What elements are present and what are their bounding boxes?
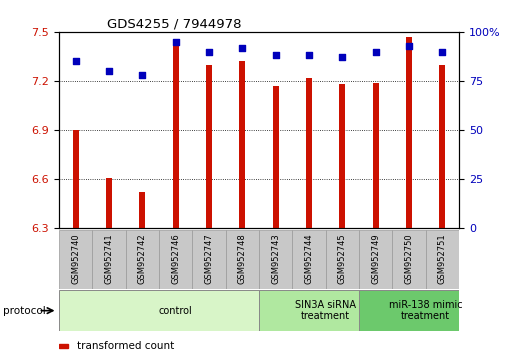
Point xyxy=(105,68,113,74)
Point xyxy=(171,39,180,45)
Bar xyxy=(259,230,292,289)
Point xyxy=(371,48,380,54)
Point xyxy=(71,58,80,64)
Point xyxy=(138,72,146,78)
Bar xyxy=(440,64,445,228)
Text: GSM952744: GSM952744 xyxy=(305,233,313,284)
Text: GSM952747: GSM952747 xyxy=(205,233,213,284)
Bar xyxy=(392,230,426,289)
Point xyxy=(238,45,246,50)
Bar xyxy=(192,230,226,289)
Text: GSM952750: GSM952750 xyxy=(405,233,413,284)
Bar xyxy=(326,230,359,289)
Bar xyxy=(373,82,379,228)
Bar xyxy=(106,178,112,228)
Text: miR-138 mimic
treatment: miR-138 mimic treatment xyxy=(389,300,463,321)
Bar xyxy=(292,230,326,289)
Text: control: control xyxy=(159,306,192,316)
Bar xyxy=(406,37,412,228)
Bar xyxy=(359,290,459,331)
Bar xyxy=(259,290,359,331)
Bar xyxy=(59,230,92,289)
Bar xyxy=(92,230,126,289)
Text: GSM952742: GSM952742 xyxy=(138,233,147,284)
Text: transformed count: transformed count xyxy=(77,341,174,351)
Point xyxy=(338,55,346,60)
Point xyxy=(438,48,446,54)
Text: GDS4255 / 7944978: GDS4255 / 7944978 xyxy=(107,18,242,31)
Bar xyxy=(140,192,145,228)
Text: GSM952743: GSM952743 xyxy=(271,233,280,284)
Text: SIN3A siRNA
treatment: SIN3A siRNA treatment xyxy=(295,300,356,321)
Text: GSM952741: GSM952741 xyxy=(105,233,113,284)
Bar xyxy=(59,290,259,331)
Point xyxy=(271,53,280,58)
Bar xyxy=(306,78,312,228)
Bar xyxy=(173,43,179,228)
Bar xyxy=(426,230,459,289)
Point xyxy=(305,53,313,58)
Text: GSM952745: GSM952745 xyxy=(338,233,347,284)
Bar xyxy=(126,230,159,289)
Bar xyxy=(73,130,78,228)
Text: GSM952751: GSM952751 xyxy=(438,233,447,284)
Text: GSM952748: GSM952748 xyxy=(238,233,247,284)
Bar xyxy=(273,86,279,228)
Point xyxy=(205,48,213,54)
Bar xyxy=(159,230,192,289)
Point xyxy=(405,43,413,48)
Text: protocol: protocol xyxy=(3,306,45,316)
Text: GSM952746: GSM952746 xyxy=(171,233,180,284)
Bar xyxy=(340,84,345,228)
Text: GSM952749: GSM952749 xyxy=(371,233,380,284)
Bar xyxy=(226,230,259,289)
Bar xyxy=(240,61,245,228)
Bar xyxy=(206,64,212,228)
Text: GSM952740: GSM952740 xyxy=(71,233,80,284)
Bar xyxy=(59,344,68,348)
Bar xyxy=(359,230,392,289)
